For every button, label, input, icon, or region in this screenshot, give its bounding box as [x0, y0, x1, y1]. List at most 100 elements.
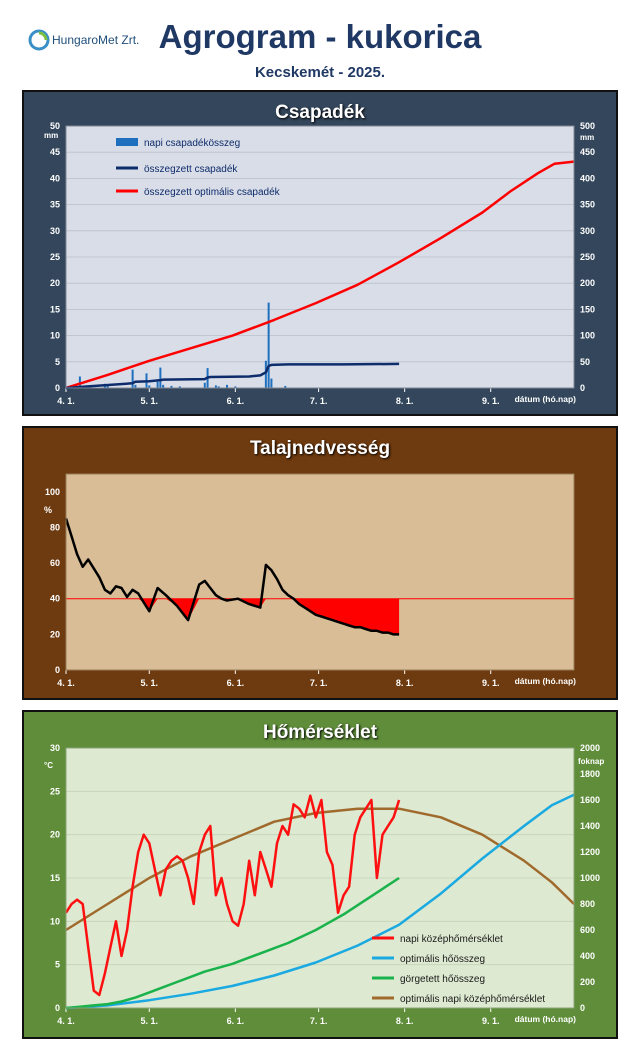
plot-border	[65, 473, 575, 671]
y2-tick-label: 0	[580, 383, 585, 393]
hungaromet-swirl-icon	[28, 29, 50, 51]
legend-label-daily-precip: napi csapadékösszeg	[144, 138, 240, 149]
y-tick-label: 30	[50, 226, 60, 236]
precip-bar	[270, 378, 273, 388]
precip-bar	[156, 381, 159, 388]
y-tick-label: 80	[50, 522, 60, 532]
y-tick-label: 20	[50, 278, 60, 288]
x-tick-label: 5. 1.	[141, 396, 159, 406]
x-tick-label: 4. 1.	[57, 396, 75, 406]
x-tick-label: 4. 1.	[57, 678, 75, 688]
y2-tick-label: 300	[580, 226, 595, 236]
y2-tick-label: 200	[580, 977, 595, 987]
optimal-heat-sum-line	[65, 793, 575, 1010]
y2-tick-label: 0	[580, 1003, 585, 1013]
y2-tick-label: 450	[580, 147, 595, 157]
y2-tick-label: 1600	[580, 795, 600, 805]
x-tick-label: 8. 1.	[396, 678, 414, 688]
y-tick-label: 20	[50, 830, 60, 840]
plot-area	[66, 474, 574, 670]
y-tick-label: 10	[50, 331, 60, 341]
y2-tick-label: 1000	[580, 873, 600, 883]
page-title: Agrogram - kukorica	[158, 18, 482, 55]
y2-tick-label: 1400	[580, 821, 600, 831]
y2-tick-label: 800	[580, 899, 595, 909]
x-tick-label: 7. 1.	[310, 1016, 328, 1026]
x-tick-label: 4. 1.	[57, 1016, 75, 1026]
y-tick-label: 45	[50, 147, 60, 157]
precip-bar	[148, 385, 151, 388]
y-tick-label: 15	[50, 873, 60, 883]
y2-tick-label: 350	[580, 200, 595, 210]
precipitation-panel: Csapadék 0 5 10 15 20 25 30 35 40 45 50 0 50 100 150 20…	[22, 90, 618, 416]
precip-bar	[134, 384, 137, 388]
precip-bar	[131, 369, 134, 388]
cumulative-precip-line	[65, 362, 400, 390]
x-tick-label: 5. 1.	[141, 678, 159, 688]
y-tick-label: 0	[55, 665, 60, 675]
y-tick-label: 0	[55, 1003, 60, 1013]
precip-bar	[170, 385, 173, 388]
x-tick-label: 9. 1.	[482, 396, 500, 406]
y-tick-label: 5	[55, 357, 60, 367]
y-axis-unit: %	[44, 505, 52, 515]
y2-tick-label: 50	[580, 357, 590, 367]
y2-tick-label: 400	[580, 951, 595, 961]
y-tick-label: 60	[50, 558, 60, 568]
y-tick-label: 35	[50, 200, 60, 210]
x-axis-label: dátum (hó.nap)	[515, 676, 577, 686]
x-tick-label: 6. 1.	[227, 678, 245, 688]
x-tick-label: 8. 1.	[396, 396, 414, 406]
soil-moisture-panel: Talajnedvesség 0 20 40 60 80 100% 4. 1. 5. 1. 6.…	[22, 426, 618, 700]
temperature-title: Hőmérséklet	[262, 722, 378, 743]
x-tick-label: 9. 1.	[482, 678, 500, 688]
precip-bar	[226, 384, 229, 388]
y2-tick-label: 250	[580, 252, 595, 262]
x-tick-label: 7. 1.	[310, 396, 328, 406]
y2-tick-label: 100	[580, 331, 595, 341]
x-tick-label: 8. 1.	[396, 1016, 414, 1026]
legend-swatch-daily-precip	[116, 138, 138, 146]
precip-bar	[214, 385, 217, 388]
legend-label-optimal-precip: összegzett optimális csapadék	[144, 187, 281, 198]
y2-tick-label: 400	[580, 173, 595, 183]
precip-bar	[159, 367, 162, 388]
precip-bar	[162, 384, 165, 388]
y-tick-label: 40	[50, 173, 60, 183]
logo-text: HungaroMet Zrt.	[52, 33, 140, 47]
soil-moisture-title: Talajnedvesség	[249, 438, 391, 459]
precip-bar	[178, 386, 181, 388]
y-tick-label: 25	[50, 252, 60, 262]
soil-moisture-line	[64, 518, 400, 636]
precip-bar	[234, 386, 237, 388]
temperature-chart: 0 5 10 15 20 25 30 0 200 400 600 800 1000 1200 1400 160…	[44, 743, 604, 1026]
y-tick-label: 20	[50, 629, 60, 639]
rolling-heat-sum-line	[65, 876, 400, 1010]
y2-tick-label: 150	[580, 304, 595, 314]
precip-bar	[203, 382, 206, 388]
y2-axis-unit: mm	[580, 133, 594, 142]
precipitation-title: Csapadék	[275, 102, 365, 123]
legend-optimal-heat-sum-label: optimális hőösszeg	[400, 954, 485, 965]
x-tick-label: 9. 1.	[482, 1016, 500, 1026]
y-tick-label: 100	[45, 487, 60, 497]
y2-axis-unit: foknap	[578, 757, 604, 766]
y2-tick-label: 1800	[580, 769, 600, 779]
precip-bar	[267, 302, 270, 388]
optimal-cumulative-precip-line	[65, 160, 575, 390]
x-tick-label: 6. 1.	[227, 1016, 245, 1026]
plot-border	[65, 125, 575, 389]
y-tick-label: 40	[50, 594, 60, 604]
legend-daily-mean-temp-label: napi középhőmérséklet	[400, 934, 503, 945]
precip-bar	[284, 385, 287, 388]
x-axis-label: dátum (hó.nap)	[515, 394, 577, 404]
y2-tick-label: 600	[580, 925, 595, 935]
page-subtitle: Kecskemét - 2025.	[254, 64, 386, 81]
y2-tick-label: 500	[580, 121, 595, 131]
y-tick-label: 0	[55, 383, 60, 393]
precip-bar	[264, 360, 267, 388]
y2-tick-label: 2000	[580, 743, 600, 753]
legend-label-cumulative-precip: összegzett csapadék	[144, 164, 238, 175]
y-axis-unit: mm	[44, 131, 58, 140]
y-tick-label: 5	[55, 960, 60, 970]
